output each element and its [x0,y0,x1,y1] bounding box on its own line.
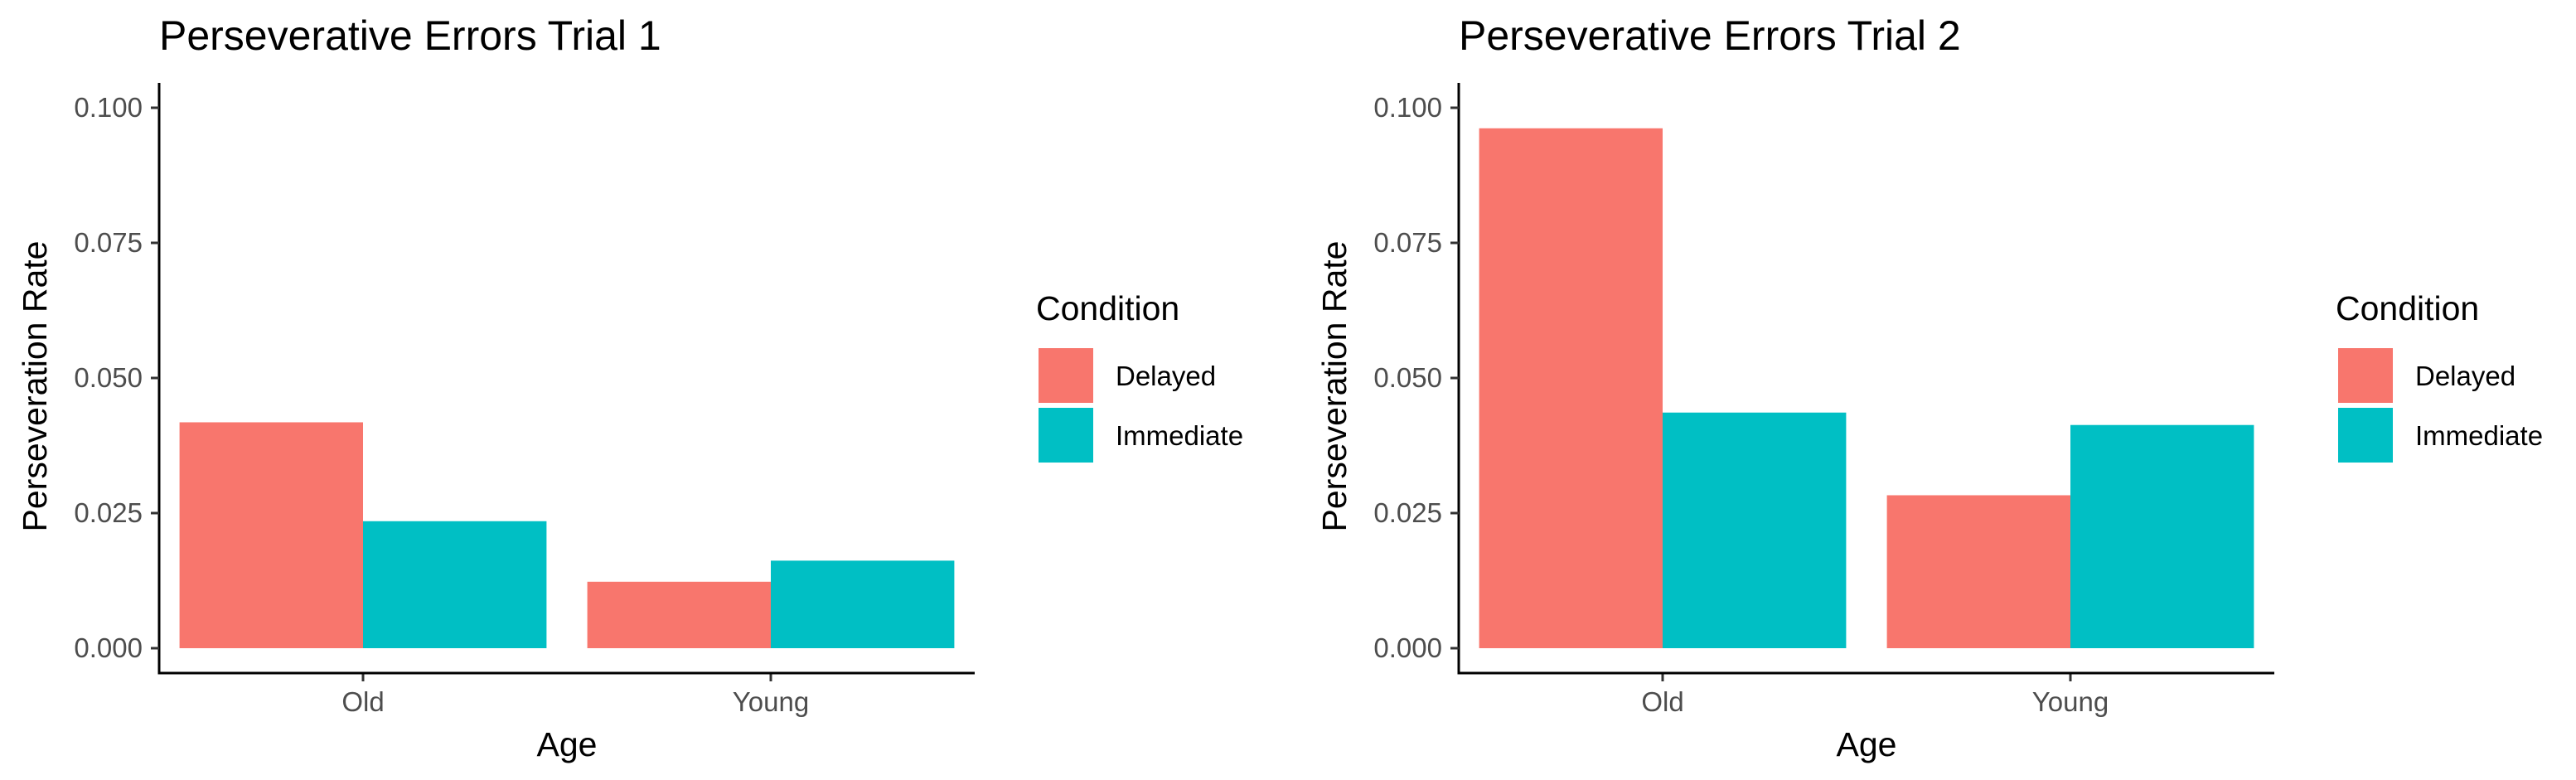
bar-delayed-young [587,581,771,648]
x-axis-label: Age [1837,725,1897,763]
y-tick-label-0.000: 0.000 [1373,632,1442,663]
bar-delayed-old [1479,128,1663,648]
bar-immediate-old [1663,412,1847,648]
y-tick-label-0.050: 0.050 [1373,362,1442,393]
legend-label-immediate: Immediate [1116,420,1243,451]
y-tick-label-0.075: 0.075 [1373,227,1442,258]
y-tick-label-0.025: 0.025 [74,497,143,528]
legend-key-delayed [2338,348,2393,403]
y-tick-label-0.075: 0.075 [74,227,143,258]
x-tick-label-old: Old [1641,686,1683,717]
y-tick-label-0.050: 0.050 [74,362,143,393]
bar-immediate-young [2070,424,2254,648]
chart-title-2: Perseverative Errors Trial 2 [1459,12,1961,59]
chart-title-1: Perseverative Errors Trial 1 [159,12,661,59]
legend-label-immediate: Immediate [2415,420,2543,451]
y-tick-label-0.025: 0.025 [1373,497,1442,528]
y-axis-label: Perseveration Rate [16,241,54,532]
legend-key-immediate [2338,408,2393,463]
legend-key-immediate [1039,408,1093,463]
y-tick-label-0.000: 0.000 [74,632,143,663]
legend-label-delayed: Delayed [1116,361,1216,391]
x-tick-label-young: Young [2032,686,2109,717]
legend-title: Condition [2336,289,2479,327]
x-axis-label: Age [537,725,598,763]
legend-title: Condition [1036,289,1179,327]
x-tick-label-old: Old [341,686,384,717]
x-tick-label-young: Young [733,686,809,717]
bar-delayed-young [1886,495,2070,648]
y-tick-label-0.100: 0.100 [1373,92,1442,123]
y-axis-label: Perseveration Rate [1315,241,1353,532]
y-tick-label-0.100: 0.100 [74,92,143,123]
bar-immediate-old [363,521,547,648]
bar-immediate-young [771,560,955,648]
bar-delayed-old [179,422,363,648]
legend-key-delayed [1039,348,1093,403]
legend-label-delayed: Delayed [2415,361,2515,391]
